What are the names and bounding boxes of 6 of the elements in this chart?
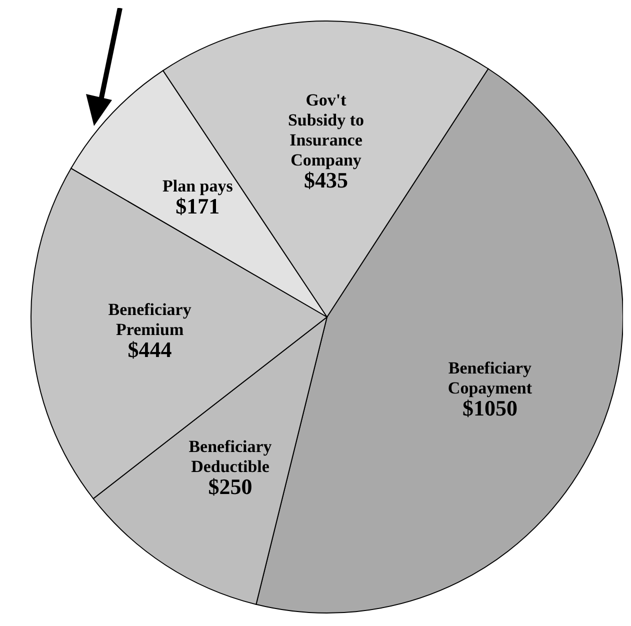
slice-label: Beneficiary Copayment [448,358,532,398]
slice-label: Beneficiary Premium [108,299,192,338]
data-label: $444 [128,336,172,362]
slice-label: Beneficiary Deductible [188,436,272,476]
slice-label: Gov't Subsidy to Insurance Company [288,90,364,169]
data-label: $250 [208,473,252,498]
